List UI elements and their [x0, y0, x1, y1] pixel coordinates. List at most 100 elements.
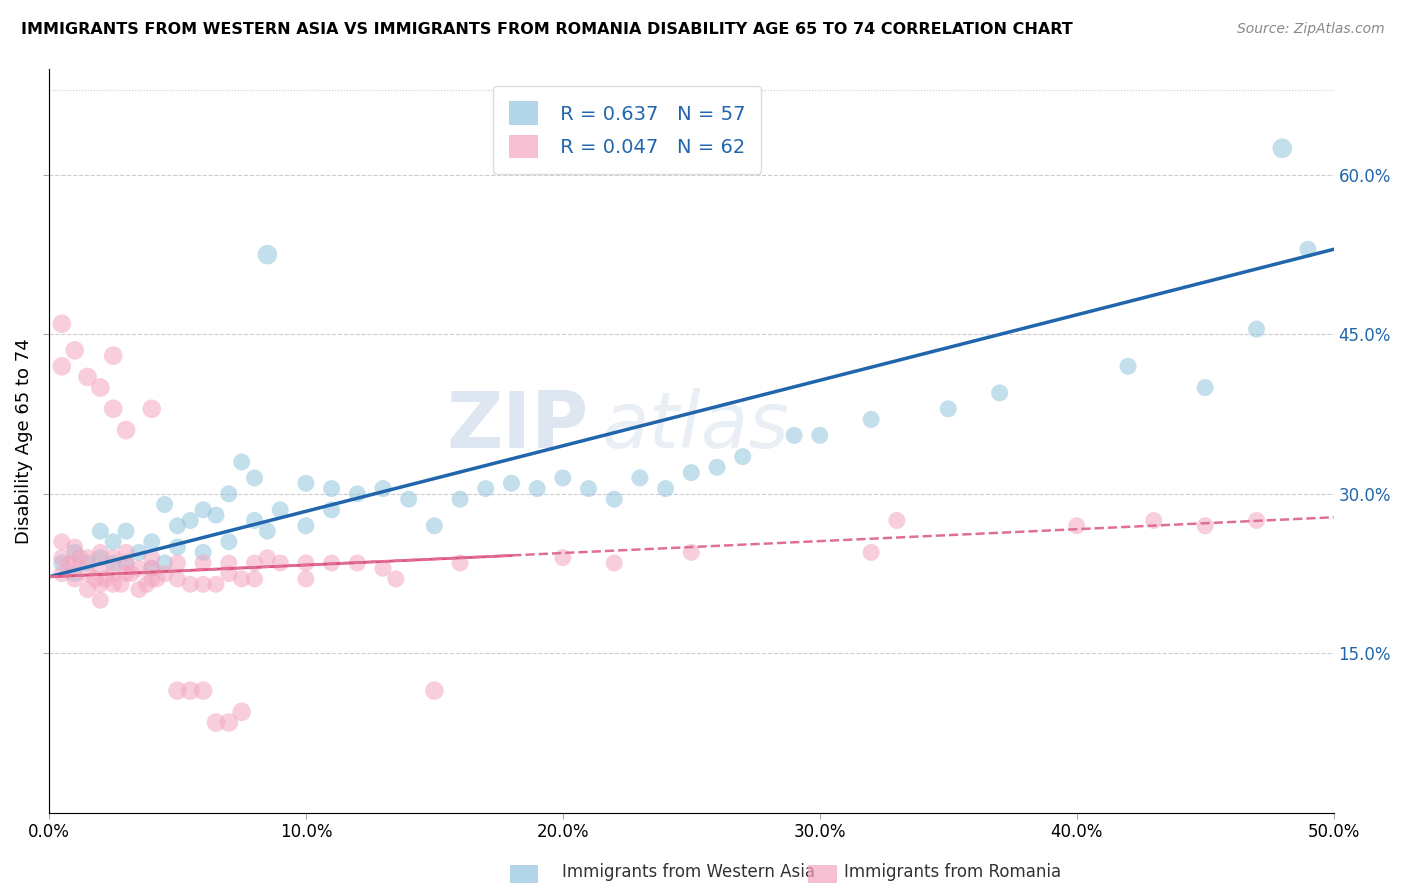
Point: [115, 524, 138, 538]
Point: [681, 466, 703, 480]
Point: [269, 503, 291, 517]
Point: [269, 556, 291, 570]
Point: [256, 524, 278, 538]
Text: Immigrants from Western Asia: Immigrants from Western Asia: [562, 863, 815, 881]
Point: [603, 492, 626, 507]
Point: [706, 460, 728, 475]
Point: [371, 482, 394, 496]
Point: [1246, 322, 1268, 336]
Point: [243, 471, 266, 485]
Point: [1143, 513, 1166, 527]
Point: [603, 556, 626, 570]
Point: [526, 482, 548, 496]
Point: [205, 508, 228, 523]
Point: [166, 540, 188, 554]
Point: [191, 683, 214, 698]
Point: [295, 518, 318, 533]
Point: [51, 550, 73, 565]
Point: [731, 450, 754, 464]
Point: [103, 550, 125, 565]
Point: [886, 513, 908, 527]
Point: [103, 556, 125, 570]
Point: [423, 518, 446, 533]
Point: [63, 572, 86, 586]
Point: [191, 556, 214, 570]
Point: [295, 572, 318, 586]
Point: [146, 572, 169, 586]
Point: [128, 582, 150, 597]
Point: [449, 492, 471, 507]
Point: [141, 550, 163, 565]
Point: [51, 566, 73, 581]
Point: [256, 247, 278, 261]
Point: [115, 556, 138, 570]
Point: [141, 401, 163, 416]
Point: [89, 545, 111, 559]
Point: [346, 487, 368, 501]
Point: [321, 482, 343, 496]
Point: [449, 556, 471, 570]
Point: [295, 476, 318, 491]
Point: [1271, 141, 1294, 155]
Point: [1066, 518, 1088, 533]
Point: [860, 545, 883, 559]
Point: [89, 524, 111, 538]
Point: [231, 705, 253, 719]
Point: [191, 545, 214, 559]
Point: [153, 566, 176, 581]
Point: [321, 503, 343, 517]
Y-axis label: Disability Age 65 to 74: Disability Age 65 to 74: [15, 338, 32, 543]
Point: [166, 572, 188, 586]
Point: [128, 561, 150, 575]
Point: [141, 561, 163, 575]
Point: [474, 482, 496, 496]
Point: [783, 428, 806, 442]
Point: [76, 370, 98, 384]
Point: [63, 540, 86, 554]
Point: [295, 556, 318, 570]
Point: [1246, 513, 1268, 527]
Point: [218, 566, 240, 581]
Point: [654, 482, 676, 496]
Point: [808, 428, 831, 442]
Point: [628, 471, 651, 485]
Point: [120, 566, 142, 581]
Point: [860, 412, 883, 426]
Point: [103, 566, 125, 581]
Point: [63, 566, 86, 581]
Point: [231, 572, 253, 586]
Point: [76, 582, 98, 597]
Point: [179, 513, 201, 527]
Point: [191, 577, 214, 591]
Point: [103, 401, 125, 416]
Point: [115, 556, 138, 570]
Point: [141, 534, 163, 549]
Point: [103, 349, 125, 363]
Point: [218, 556, 240, 570]
Point: [89, 593, 111, 607]
Point: [58, 556, 80, 570]
Point: [218, 534, 240, 549]
Point: [84, 572, 107, 586]
Point: [166, 518, 188, 533]
Point: [63, 545, 86, 559]
Point: [1116, 359, 1139, 374]
Point: [1296, 242, 1319, 256]
Point: [51, 556, 73, 570]
Text: Source: ZipAtlas.com: Source: ZipAtlas.com: [1237, 22, 1385, 37]
Point: [115, 423, 138, 437]
Point: [243, 513, 266, 527]
Point: [89, 380, 111, 394]
Point: [94, 572, 117, 586]
Point: [153, 498, 176, 512]
Point: [936, 401, 959, 416]
Point: [231, 455, 253, 469]
Point: [321, 556, 343, 570]
Point: [551, 471, 574, 485]
Point: [128, 545, 150, 559]
Point: [89, 561, 111, 575]
Point: [135, 577, 157, 591]
Point: [385, 572, 408, 586]
Point: [166, 683, 188, 698]
Text: IMMIGRANTS FROM WESTERN ASIA VS IMMIGRANTS FROM ROMANIA DISABILITY AGE 65 TO 74 : IMMIGRANTS FROM WESTERN ASIA VS IMMIGRAN…: [21, 22, 1073, 37]
